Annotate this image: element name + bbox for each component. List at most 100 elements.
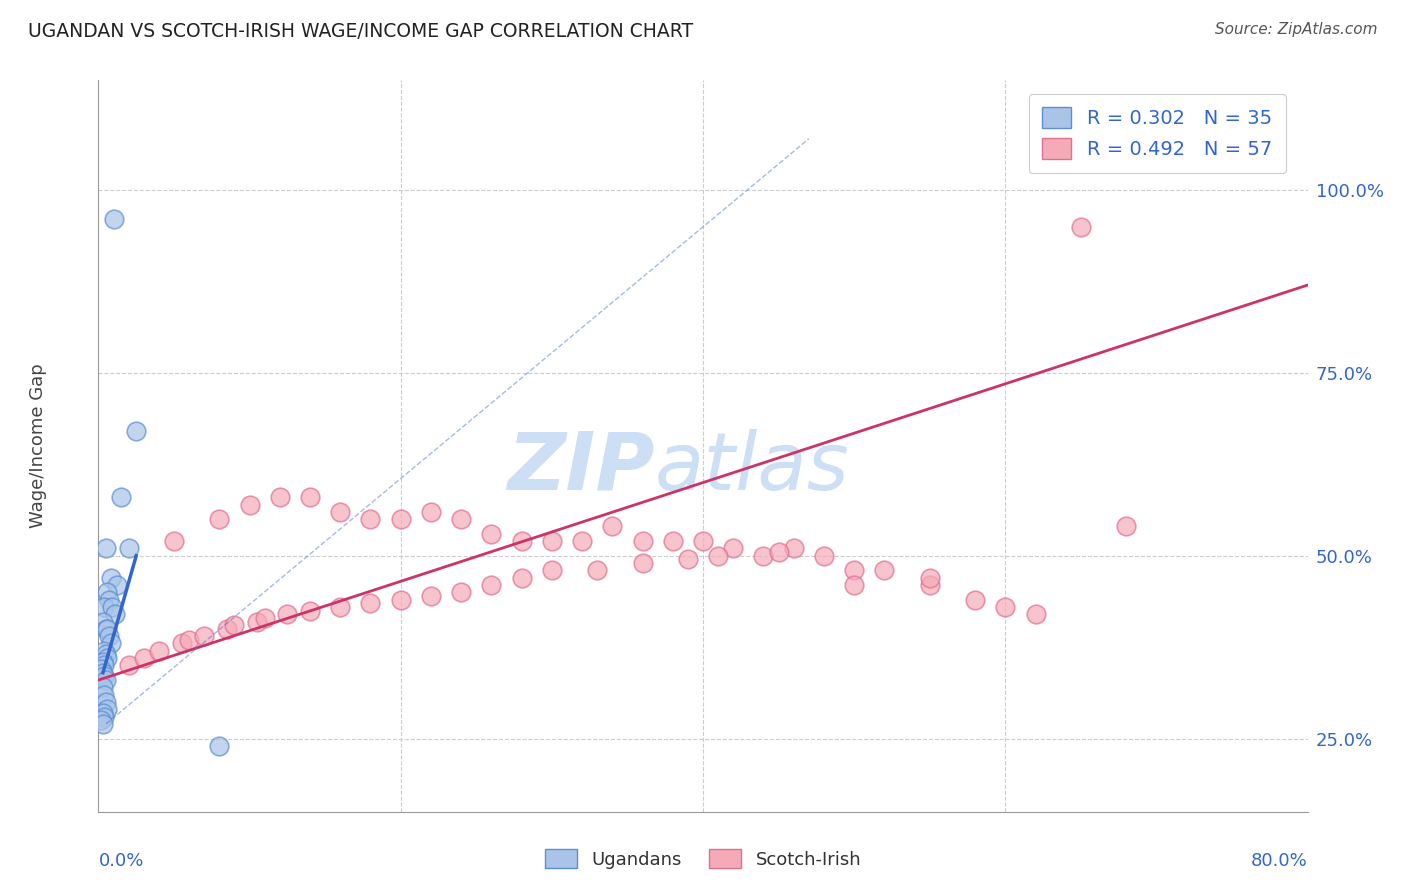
Point	[844, 563, 866, 577]
Point	[541, 534, 564, 549]
Point	[98, 592, 121, 607]
Point	[329, 599, 352, 614]
Text: Source: ZipAtlas.com: Source: ZipAtlas.com	[1215, 22, 1378, 37]
Point	[329, 505, 352, 519]
Point	[208, 739, 231, 753]
Point	[481, 526, 503, 541]
Point	[783, 541, 806, 556]
Point	[215, 622, 238, 636]
Point	[276, 607, 298, 622]
Point	[450, 512, 472, 526]
Point	[586, 563, 609, 577]
Point	[918, 571, 941, 585]
Text: UGANDAN VS SCOTCH-IRISH WAGE/INCOME GAP CORRELATION CHART: UGANDAN VS SCOTCH-IRISH WAGE/INCOME GAP …	[28, 22, 693, 41]
Point	[91, 665, 114, 680]
Point	[239, 498, 262, 512]
Text: 0.0%: 0.0%	[98, 852, 143, 870]
Point	[125, 425, 148, 439]
Legend: Ugandans, Scotch-Irish: Ugandans, Scotch-Irish	[537, 841, 869, 876]
Point	[163, 534, 186, 549]
Point	[118, 658, 141, 673]
Point	[918, 578, 941, 592]
Point	[93, 658, 115, 673]
Point	[104, 607, 127, 622]
Point	[148, 644, 170, 658]
Point	[692, 534, 714, 549]
Text: atlas: atlas	[655, 429, 849, 507]
Point	[1070, 219, 1092, 234]
Point	[965, 592, 987, 607]
Point	[93, 599, 115, 614]
Point	[360, 596, 382, 610]
Point	[100, 636, 122, 650]
Point	[93, 688, 115, 702]
Point	[90, 662, 112, 676]
Point	[602, 519, 624, 533]
Text: ZIP: ZIP	[508, 429, 655, 507]
Point	[481, 578, 503, 592]
Point	[94, 673, 117, 687]
Point	[752, 549, 775, 563]
Point	[118, 541, 141, 556]
Point	[389, 512, 412, 526]
Point	[224, 618, 246, 632]
Point	[541, 563, 564, 577]
Point	[246, 615, 269, 629]
Point	[94, 541, 117, 556]
Point	[768, 545, 790, 559]
Point	[94, 622, 117, 636]
Point	[420, 589, 443, 603]
Point	[676, 552, 699, 566]
Point	[96, 585, 118, 599]
Point	[91, 706, 114, 720]
Point	[103, 212, 125, 227]
Text: 80.0%: 80.0%	[1251, 852, 1308, 870]
Point	[110, 490, 132, 504]
Point	[94, 695, 117, 709]
Point	[96, 622, 118, 636]
Point	[1115, 519, 1137, 533]
Point	[844, 578, 866, 592]
Point	[96, 651, 118, 665]
Point	[91, 655, 114, 669]
Point	[299, 603, 322, 617]
Point	[93, 644, 115, 658]
Point	[105, 578, 128, 592]
Point	[269, 490, 291, 504]
Point	[571, 534, 593, 549]
Point	[91, 717, 114, 731]
Point	[91, 615, 114, 629]
Text: Wage/Income Gap: Wage/Income Gap	[30, 364, 46, 528]
Point	[360, 512, 382, 526]
Point	[994, 599, 1017, 614]
Point	[510, 571, 533, 585]
Point	[631, 556, 654, 570]
Point	[93, 709, 115, 723]
Point	[96, 702, 118, 716]
Point	[450, 585, 472, 599]
Point	[389, 592, 412, 607]
Point	[420, 505, 443, 519]
Point	[170, 636, 193, 650]
Point	[90, 714, 112, 728]
Point	[93, 669, 115, 683]
Point	[132, 651, 155, 665]
Point	[723, 541, 745, 556]
Point	[101, 599, 124, 614]
Point	[299, 490, 322, 504]
Point	[662, 534, 685, 549]
Point	[510, 534, 533, 549]
Point	[707, 549, 730, 563]
Point	[193, 629, 215, 643]
Point	[208, 512, 231, 526]
Point	[813, 549, 835, 563]
Point	[179, 632, 201, 647]
Point	[94, 648, 117, 662]
Point	[253, 611, 276, 625]
Point	[91, 681, 114, 695]
Point	[100, 571, 122, 585]
Point	[1024, 607, 1046, 622]
Point	[631, 534, 654, 549]
Point	[873, 563, 896, 577]
Point	[98, 629, 121, 643]
